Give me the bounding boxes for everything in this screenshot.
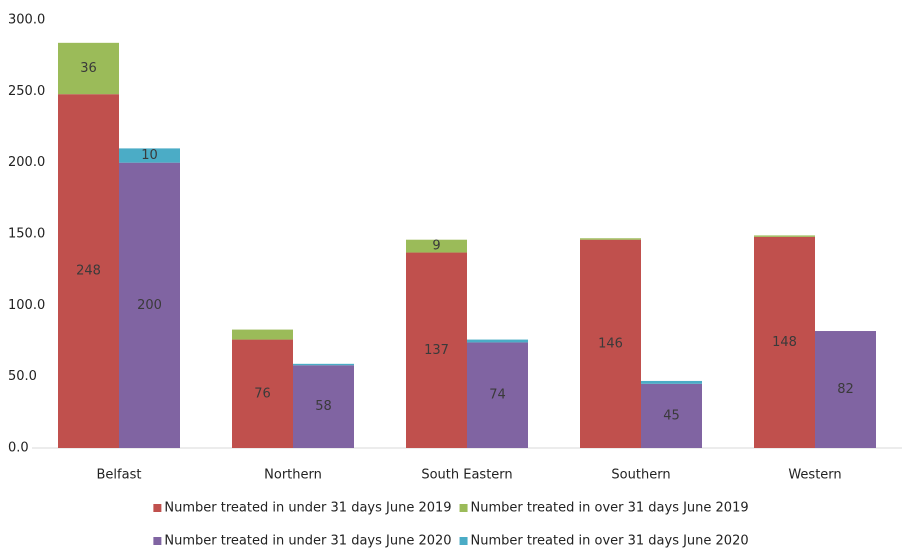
legend-label: Number treated in under 31 days June 201…	[164, 501, 451, 516]
bar-segment	[580, 238, 641, 240]
bar-segment	[232, 339, 293, 448]
bar-segment	[467, 342, 528, 448]
bar-segment	[406, 252, 467, 448]
data-label: 248	[76, 264, 101, 279]
y-tick-label: 250.0	[8, 84, 45, 99]
bar-segment	[293, 365, 354, 448]
bar-segment	[580, 239, 641, 448]
data-label: 146	[598, 336, 623, 351]
y-tick-label: 150.0	[8, 227, 45, 242]
y-tick-label: 200.0	[8, 155, 45, 170]
data-label: 200	[137, 298, 162, 313]
y-tick-label: 300.0	[8, 13, 45, 28]
bar-segment	[467, 339, 528, 343]
data-label: 148	[772, 335, 797, 350]
bar-segment	[58, 94, 119, 448]
data-label: 10	[141, 148, 158, 163]
x-tick-label: Belfast	[97, 468, 142, 483]
bar-segment	[754, 236, 815, 448]
data-label: 36	[80, 61, 97, 76]
data-label: 76	[254, 386, 271, 401]
data-label: 45	[663, 408, 680, 423]
legend-swatch	[153, 504, 162, 512]
bar-segment	[293, 363, 354, 366]
data-label: 74	[489, 388, 506, 403]
legend-label: Number treated in over 31 days June 2019	[471, 501, 749, 516]
y-tick-label: 100.0	[8, 298, 45, 313]
bar-segment	[641, 383, 702, 448]
x-tick-label: Western	[788, 468, 841, 483]
bar-segment	[754, 235, 815, 237]
bar-segment	[232, 329, 293, 340]
x-tick-label: South Eastern	[421, 468, 512, 483]
y-tick-label: 50.0	[8, 369, 37, 384]
data-label: 58	[315, 399, 332, 414]
bar-segment	[815, 331, 876, 448]
legend-swatch	[153, 537, 162, 545]
data-label: 82	[837, 382, 854, 397]
legend-label: Number treated in over 31 days June 2020	[471, 534, 749, 548]
y-tick-label: 0.0	[8, 441, 29, 456]
legend-swatch	[459, 504, 468, 512]
data-label: 137	[424, 343, 449, 358]
bar-segment	[119, 162, 180, 448]
bar-segment	[119, 148, 180, 163]
legend-label: Number treated in under 31 days June 202…	[164, 534, 451, 548]
bar-segment	[58, 42, 119, 95]
bar-segment	[406, 239, 467, 253]
x-tick-label: Southern	[611, 468, 670, 483]
legend-swatch	[459, 537, 468, 545]
x-tick-label: Northern	[264, 468, 322, 483]
data-label: 9	[432, 239, 440, 254]
bar-segment	[641, 380, 702, 384]
